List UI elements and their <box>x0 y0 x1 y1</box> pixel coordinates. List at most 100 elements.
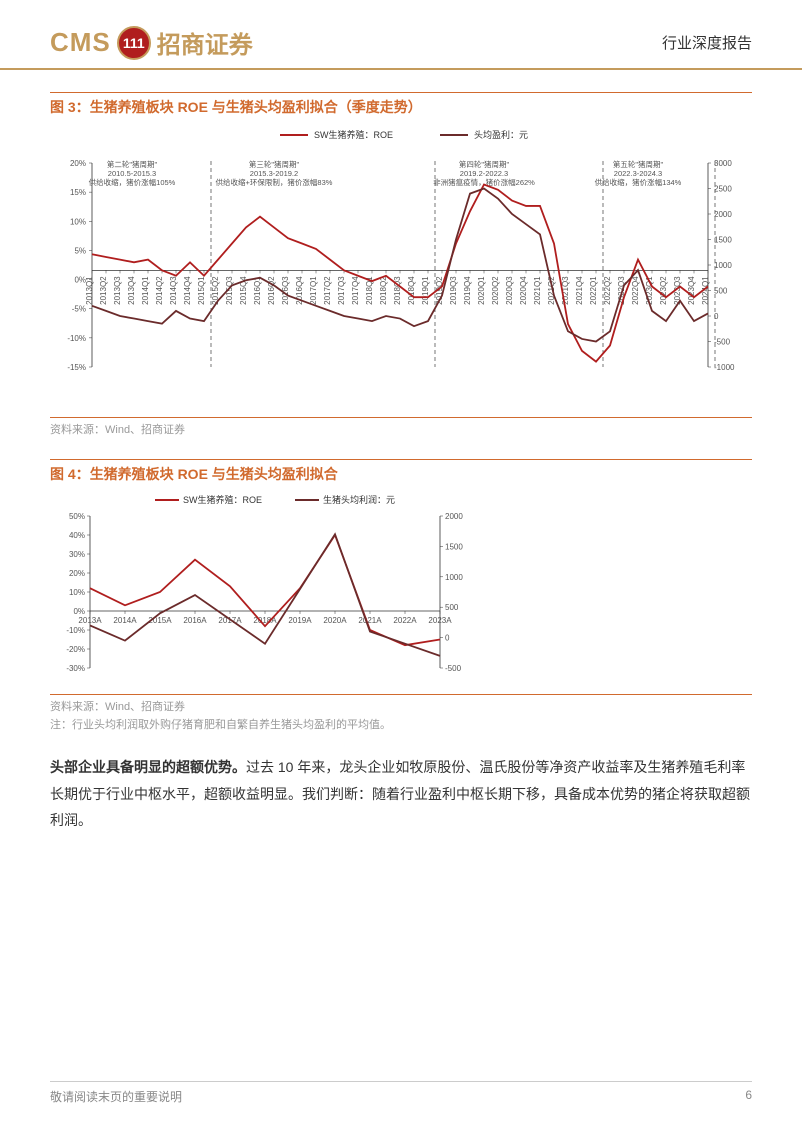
svg-text:2021Q1: 2021Q1 <box>533 276 542 305</box>
svg-text:供给收缩+环保限制，猪价涨幅83%: 供给收缩+环保限制，猪价涨幅83% <box>216 177 333 187</box>
page-footer: 敬请阅读末页的重要说明 6 <box>50 1081 752 1105</box>
svg-text:10%: 10% <box>70 217 86 226</box>
svg-text:SW生猪养殖：ROE: SW生猪养殖：ROE <box>183 494 262 505</box>
para-bold: 头部企业具备明显的超额优势。 <box>50 759 246 775</box>
svg-text:2014Q2: 2014Q2 <box>155 276 164 305</box>
svg-text:30%: 30% <box>69 550 85 559</box>
svg-text:2013A: 2013A <box>78 616 102 625</box>
fig3-text: 生猪养殖板块 ROE 与生猪头均盈利拟合（季度走势） <box>90 99 422 115</box>
svg-text:20%: 20% <box>70 159 86 168</box>
svg-text:2013Q3: 2013Q3 <box>113 276 122 305</box>
svg-text:2017Q3: 2017Q3 <box>337 276 346 305</box>
svg-text:2022Q2: 2022Q2 <box>603 276 612 305</box>
svg-text:-10%: -10% <box>67 334 86 343</box>
svg-text:2021A: 2021A <box>358 616 382 625</box>
svg-text:2000: 2000 <box>714 210 732 219</box>
svg-text:2020Q2: 2020Q2 <box>491 276 500 305</box>
page-header: CMS 111 招商证券 行业深度报告 <box>0 0 802 70</box>
logo-cms: CMS <box>50 27 111 58</box>
figure-3: 图 3：生猪养殖板块 ROE 与生猪头均盈利拟合（季度走势） SW生猪养殖：RO… <box>50 92 752 437</box>
chart-3: SW生猪养殖：ROE头均盈利：元20%15%10%5%0%-5%-10%-15%… <box>50 123 752 413</box>
svg-text:2023Q2: 2023Q2 <box>659 276 668 305</box>
svg-text:2014Q3: 2014Q3 <box>169 276 178 305</box>
svg-text:40%: 40% <box>69 531 85 540</box>
svg-text:2023Q4: 2023Q4 <box>687 276 696 305</box>
svg-text:头均盈利：元: 头均盈利：元 <box>474 129 528 140</box>
svg-text:1500: 1500 <box>714 236 732 245</box>
figure-4: 图 4：生猪养殖板块 ROE 与生猪头均盈利拟合 SW生猪养殖：ROE 生猪头均利… <box>50 459 752 732</box>
svg-text:-10%: -10% <box>66 626 85 635</box>
svg-text:2019Q3: 2019Q3 <box>449 276 458 305</box>
fig3-num: 图 3： <box>50 99 90 115</box>
svg-text:500: 500 <box>714 287 728 296</box>
svg-text:2016A: 2016A <box>183 616 207 625</box>
logo-area: CMS 111 招商证券 <box>50 25 253 60</box>
svg-text:生猪头均利润：元: 生猪头均利润：元 <box>323 494 395 505</box>
svg-text:0: 0 <box>445 634 450 643</box>
svg-text:2020Q4: 2020Q4 <box>519 276 528 305</box>
svg-text:10%: 10% <box>69 588 85 597</box>
svg-text:2019Q4: 2019Q4 <box>463 276 472 305</box>
fig4-text: 生猪养殖板块 ROE 与生猪头均盈利拟合 <box>90 466 338 482</box>
svg-text:2022.3-2024.3: 2022.3-2024.3 <box>614 169 662 178</box>
svg-text:2500: 2500 <box>714 185 732 194</box>
chart-4-svg: SW生猪养殖：ROE生猪头均利润：元50%40%30%20%10%0%-10%-… <box>50 490 480 690</box>
svg-text:0%: 0% <box>73 607 85 616</box>
svg-text:-20%: -20% <box>66 645 85 654</box>
footer-page-number: 6 <box>745 1088 752 1105</box>
svg-text:2014A: 2014A <box>113 616 137 625</box>
svg-text:-5%: -5% <box>72 305 86 314</box>
svg-text:15%: 15% <box>70 188 86 197</box>
svg-text:供给收缩，猪价涨幅105%: 供给收缩，猪价涨幅105% <box>89 177 176 187</box>
svg-text:2022Q4: 2022Q4 <box>631 276 640 305</box>
svg-text:1000: 1000 <box>445 573 463 582</box>
svg-text:2019Q1: 2019Q1 <box>421 276 430 305</box>
svg-text:2017Q2: 2017Q2 <box>323 276 332 305</box>
svg-text:供给收缩，猪价涨幅134%: 供给收缩，猪价涨幅134% <box>595 177 682 187</box>
svg-text:第四轮"猪周期": 第四轮"猪周期" <box>459 159 510 169</box>
fig4-num: 图 4： <box>50 466 90 482</box>
chart-3-svg: SW生猪养殖：ROE头均盈利：元20%15%10%5%0%-5%-10%-15%… <box>50 123 750 413</box>
svg-text:2013Q2: 2013Q2 <box>99 276 108 305</box>
svg-text:2016Q1: 2016Q1 <box>253 276 262 305</box>
svg-text:2020Q1: 2020Q1 <box>477 276 486 305</box>
svg-text:2021Q2: 2021Q2 <box>547 276 556 305</box>
fig4-source: 资料来源：Wind、招商证券 <box>50 694 752 714</box>
report-type: 行业深度报告 <box>662 32 752 53</box>
svg-text:2000: 2000 <box>445 512 463 521</box>
svg-text:SW生猪养殖：ROE: SW生猪养殖：ROE <box>314 129 393 140</box>
svg-text:2010.5-2015.3: 2010.5-2015.3 <box>108 169 156 178</box>
svg-text:第三轮"猪周期": 第三轮"猪周期" <box>249 159 300 169</box>
svg-text:2014Q4: 2014Q4 <box>183 276 192 305</box>
svg-text:1500: 1500 <box>445 542 463 551</box>
svg-text:2018Q2: 2018Q2 <box>379 276 388 305</box>
fig3-source: 资料来源：Wind、招商证券 <box>50 417 752 437</box>
svg-text:-500: -500 <box>714 338 731 347</box>
svg-text:50%: 50% <box>69 512 85 521</box>
svg-text:2022Q3: 2022Q3 <box>617 276 626 305</box>
svg-text:-15%: -15% <box>67 363 86 372</box>
svg-text:2015Q1: 2015Q1 <box>197 276 206 305</box>
fig4-note: 注：行业头均利润取外购仔猪育肥和自繁自养生猪头均盈利的平均值。 <box>50 714 752 732</box>
svg-text:2021Q4: 2021Q4 <box>575 276 584 305</box>
figure-4-title: 图 4：生猪养殖板块 ROE 与生猪头均盈利拟合 <box>50 459 752 484</box>
figure-3-title: 图 3：生猪养殖板块 ROE 与生猪头均盈利拟合（季度走势） <box>50 92 752 117</box>
svg-text:-30%: -30% <box>66 664 85 673</box>
svg-text:-1000: -1000 <box>714 363 735 372</box>
svg-text:2013Q1: 2013Q1 <box>85 276 94 305</box>
company-name: 招商证券 <box>157 25 253 60</box>
svg-text:2018Q4: 2018Q4 <box>407 276 416 305</box>
svg-text:2022Q1: 2022Q1 <box>589 276 598 305</box>
svg-text:2013Q4: 2013Q4 <box>127 276 136 305</box>
svg-text:2014Q1: 2014Q1 <box>141 276 150 305</box>
svg-text:2019.2-2022.3: 2019.2-2022.3 <box>460 169 508 178</box>
svg-text:第二轮"猪周期": 第二轮"猪周期" <box>107 159 158 169</box>
svg-text:2015.3-2019.2: 2015.3-2019.2 <box>250 169 298 178</box>
svg-text:5%: 5% <box>74 246 86 255</box>
svg-text:1000: 1000 <box>714 261 732 270</box>
svg-text:2019A: 2019A <box>288 616 312 625</box>
svg-text:-500: -500 <box>445 664 462 673</box>
svg-text:2017Q4: 2017Q4 <box>351 276 360 305</box>
svg-text:2018Q3: 2018Q3 <box>393 276 402 305</box>
svg-text:2023A: 2023A <box>428 616 452 625</box>
